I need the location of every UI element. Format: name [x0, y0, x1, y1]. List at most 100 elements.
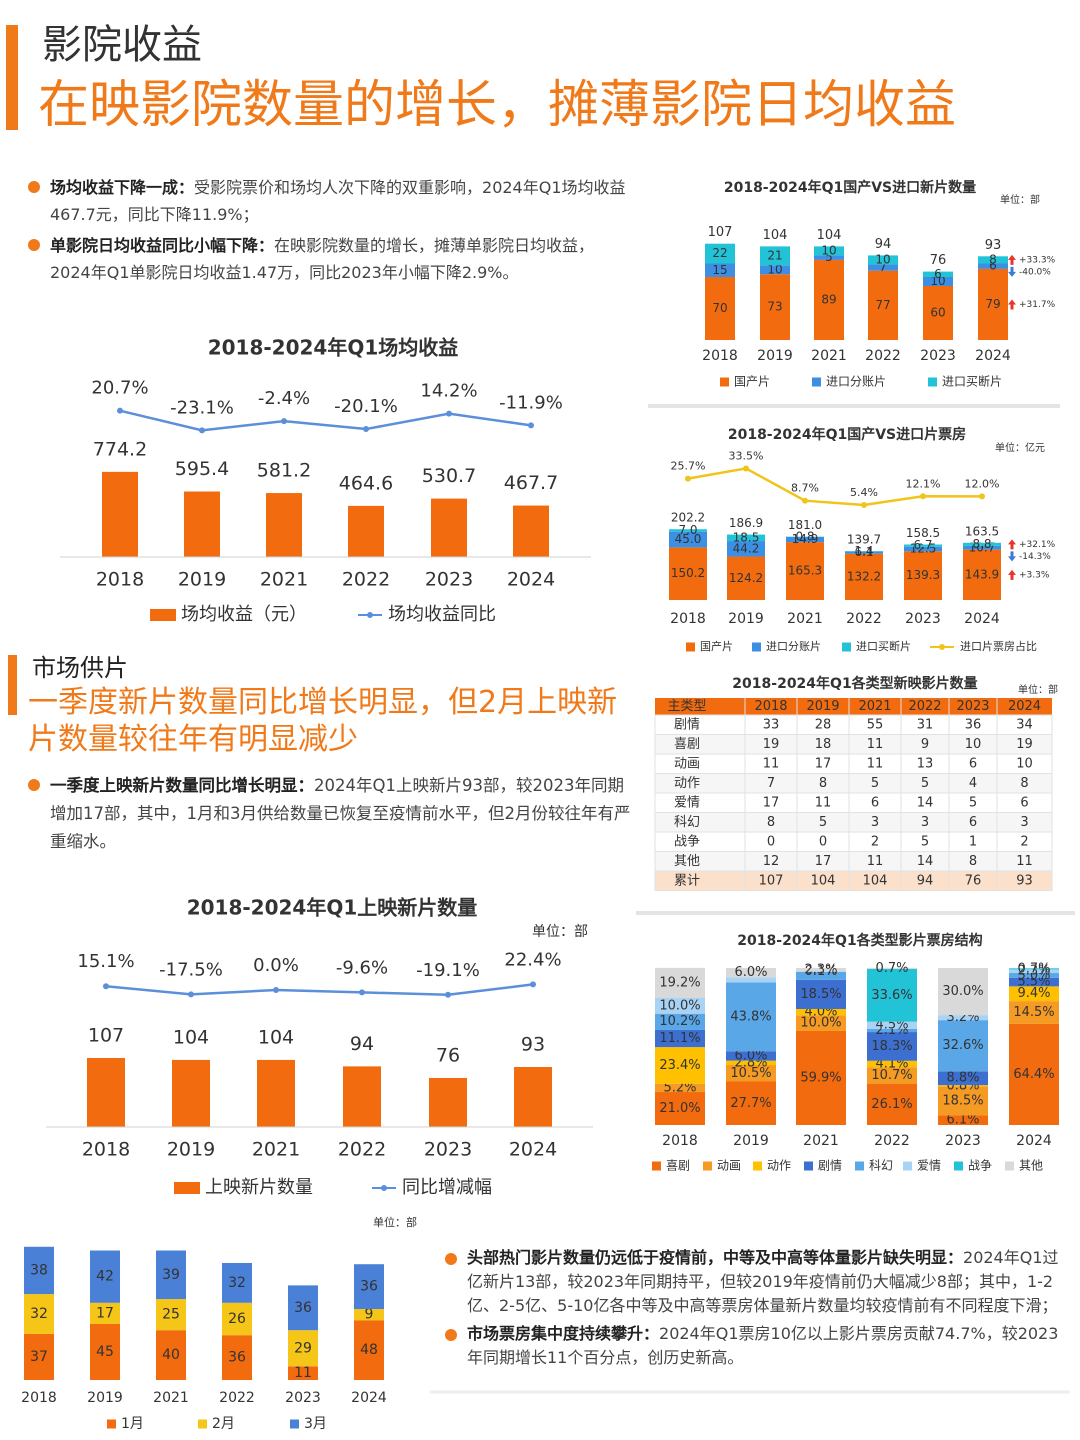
note-lead: 一季度上映新片数量同比增长明显：	[50, 776, 314, 795]
table-cell: 76	[965, 873, 982, 888]
x-tick-label: 2024	[509, 1139, 557, 1161]
table-cell: 11	[815, 795, 832, 810]
bar-segment	[938, 1071, 988, 1086]
table-cell: 2	[1020, 834, 1028, 849]
bar-segment	[796, 971, 846, 980]
x-tick-label: 2023	[905, 611, 941, 627]
table-cell: 1	[969, 834, 977, 849]
bar-label: 581.2	[257, 460, 311, 482]
line-label: -20.1%	[334, 396, 398, 417]
annotation: +31.7%	[1019, 300, 1056, 310]
line	[687, 467, 983, 507]
table-cell: 剧情	[674, 717, 700, 732]
segment-label: 0.7%	[1017, 961, 1050, 976]
line-point	[117, 407, 123, 414]
note: 市场票房集中度持续攀升：2024年Q1票房10亿以上影片票房贡献74.7%，较2…	[445, 1322, 1065, 1370]
chart-title: 2018-2024年Q1上映新片数量	[187, 896, 478, 920]
line-point	[273, 987, 279, 993]
bar-segment	[796, 1008, 846, 1016]
line-label: -17.5%	[159, 959, 223, 980]
segment-label: 15	[712, 263, 727, 277]
bar-segment	[796, 1030, 846, 1125]
bar-segment	[814, 246, 844, 256]
table-cell: 5	[921, 834, 929, 849]
bar-segment	[354, 1309, 384, 1321]
total-label: 107	[708, 225, 733, 240]
bar-segment	[867, 968, 917, 1022]
legend-swatch	[928, 377, 937, 387]
bar-segment	[867, 1028, 917, 1033]
bar-segment	[90, 1302, 120, 1324]
bar-label: 107	[88, 1024, 124, 1046]
total-label: 104	[763, 228, 788, 243]
bar-segment	[814, 255, 844, 260]
table-cell: 9	[921, 737, 929, 752]
x-tick-label: 2023	[945, 1133, 981, 1149]
x-tick-label: 2019	[757, 348, 793, 364]
table-cell: 6	[969, 756, 977, 771]
line-label: -23.1%	[170, 397, 234, 418]
table-cell: 3	[921, 815, 929, 830]
table-cell: 0	[819, 834, 827, 849]
segment-label: 6	[989, 259, 997, 273]
bar-label: 104	[173, 1026, 209, 1048]
legend-label: 科幻	[869, 1159, 893, 1173]
x-tick-label: 2018	[662, 1133, 698, 1149]
bar-segment	[90, 1323, 120, 1380]
segment-label: 2.3%	[804, 962, 837, 977]
segment-label: 73	[767, 300, 782, 314]
bar-segment	[904, 544, 942, 547]
table-cell: 17	[815, 854, 832, 869]
legend-label: 进口买断片	[856, 639, 911, 653]
legend-swatch	[855, 1161, 864, 1171]
annotation-arrow	[1008, 569, 1016, 580]
bar-segment	[156, 1250, 186, 1300]
bar-label: 464.6	[339, 472, 393, 494]
segment-label: 18.5%	[942, 1093, 983, 1108]
table-header: 2024	[1008, 699, 1041, 714]
bar	[102, 471, 138, 557]
segment-label: 32	[30, 1306, 48, 1322]
note-text: 2024年Q1过亿新片13部，较2023年同期持平，但较2019年疫情前仍大幅减…	[467, 1248, 1059, 1315]
segment-label: 79	[985, 297, 1000, 311]
legend-label: 国产片	[700, 639, 733, 653]
note-lead: 单影院日均收益同比小幅下降：	[50, 236, 275, 255]
line-label: 8.7%	[791, 482, 819, 495]
bar-segment	[726, 1060, 776, 1066]
bar	[172, 1059, 210, 1127]
line-point	[802, 497, 808, 504]
table-cell: 28	[815, 717, 832, 732]
bar-segment	[669, 531, 707, 548]
section-title: 市场供片	[32, 654, 128, 682]
table-cell: 科幻	[674, 815, 700, 830]
bar-label: 595.4	[175, 458, 229, 480]
legend-swatch	[290, 1419, 299, 1429]
total-label: 94	[875, 237, 892, 252]
table-cell: 31	[917, 717, 934, 732]
segment-label: 10.5%	[730, 1066, 771, 1081]
table-cell: 8	[819, 776, 827, 791]
legend-swatch	[842, 642, 851, 652]
bar	[429, 1077, 467, 1127]
bar-label: 104	[258, 1026, 294, 1048]
notes: 头部热门影片数量仍远低于疫情前，中等及中高等体量影片缺失明显：2024年Q1过亿…	[445, 1246, 1065, 1374]
segment-label: 124.2	[729, 571, 763, 585]
table-header: 2022	[908, 699, 941, 714]
bar-segment	[963, 542, 1001, 546]
bar-segment	[24, 1294, 54, 1334]
segment-label: 36	[294, 1300, 312, 1316]
note-lead: 头部热门影片数量仍远低于疫情前，中等及中高等体量影片缺失明显：	[467, 1248, 964, 1267]
segment-label: 0.7%	[875, 961, 908, 976]
table-cell: 17	[763, 795, 780, 810]
segment-label: 6	[934, 267, 942, 281]
x-tick-label: 2024	[507, 569, 555, 591]
segment-label: 5	[825, 250, 833, 264]
table-cell: 6	[871, 795, 879, 810]
table-cell: 93	[1016, 873, 1033, 888]
segment-label: 0.1%	[804, 964, 837, 979]
segment-label: 36	[360, 1279, 378, 1295]
line-label: -9.6%	[336, 957, 388, 978]
line-label: -19.1%	[416, 960, 480, 981]
legend-swatch	[1005, 1161, 1014, 1171]
bar-segment	[726, 1051, 776, 1061]
